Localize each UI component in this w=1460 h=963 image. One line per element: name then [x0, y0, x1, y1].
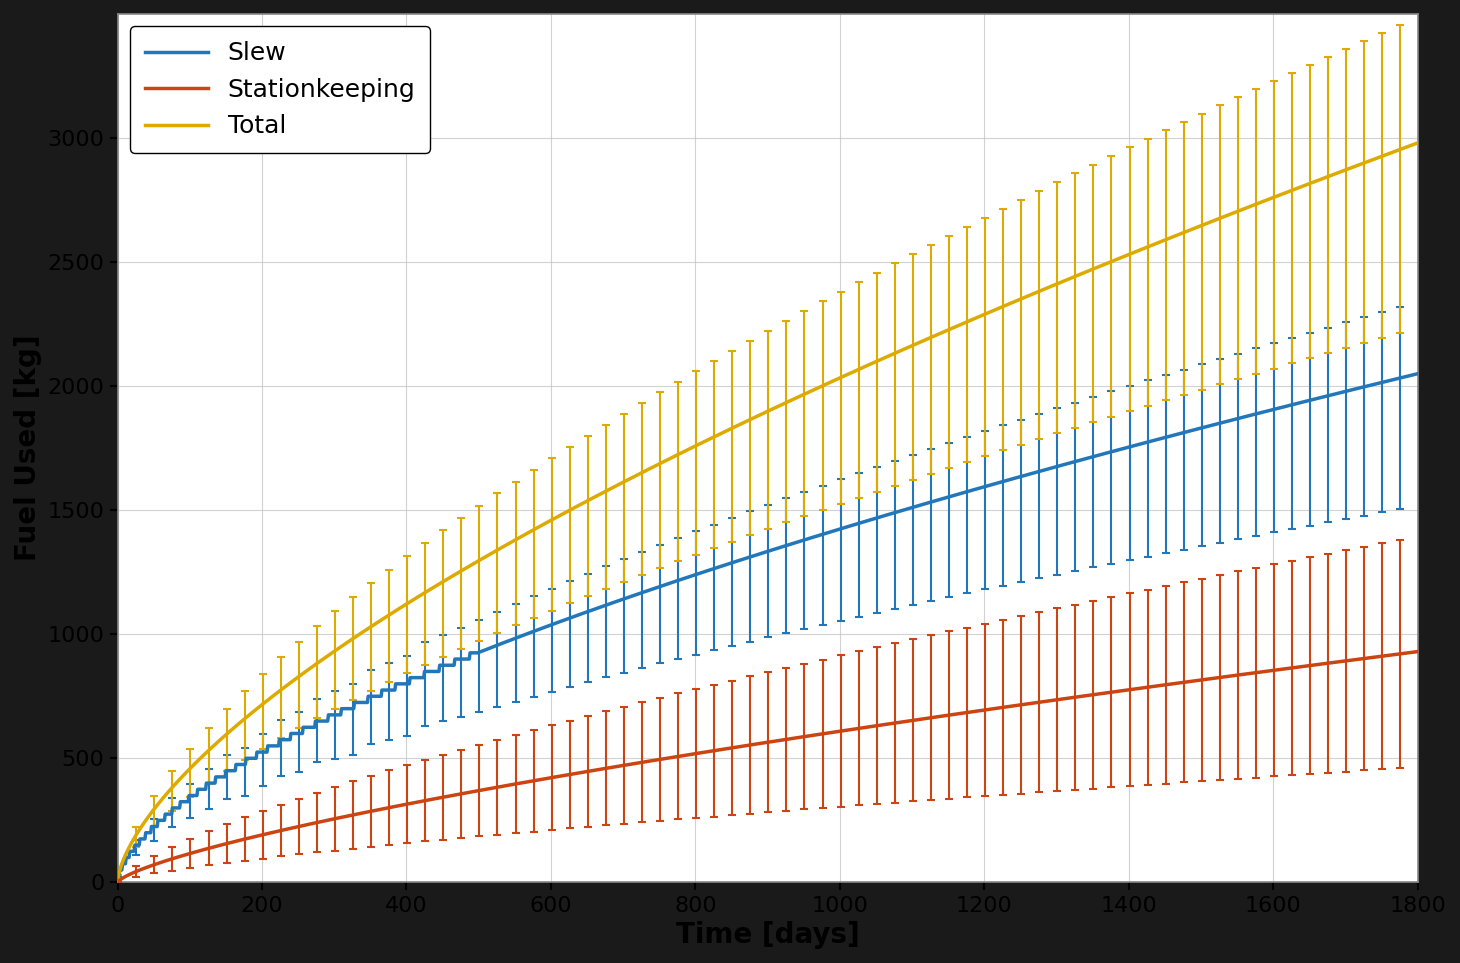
Total [110, 871, 127, 882]
Total [1409, 137, 1426, 148]
Stationkeeping [387, 800, 404, 812]
Stationkeeping [184, 847, 201, 859]
Total [387, 605, 404, 616]
Slew [596, 600, 613, 612]
Total [639, 463, 657, 475]
Line: Stationkeeping: Stationkeeping [118, 652, 1418, 881]
Slew [110, 871, 127, 882]
Slew [387, 678, 404, 690]
Slew [639, 585, 657, 596]
Total [596, 486, 613, 498]
Stationkeeping [997, 701, 1015, 713]
Slew [184, 790, 201, 801]
Stationkeeping [596, 763, 613, 774]
Stationkeeping [639, 756, 657, 768]
Total [184, 760, 201, 771]
Line: Total: Total [118, 143, 1418, 876]
Line: Slew: Slew [118, 374, 1418, 876]
Stationkeeping [1409, 646, 1426, 658]
Total [647, 460, 664, 472]
Slew [647, 583, 664, 594]
Slew [1409, 368, 1426, 379]
Slew [997, 475, 1015, 486]
Stationkeeping [647, 754, 664, 766]
Total [997, 299, 1015, 311]
Y-axis label: Fuel Used [kg]: Fuel Used [kg] [15, 335, 42, 561]
Legend: Slew, Stationkeeping, Total: Slew, Stationkeeping, Total [130, 26, 431, 153]
X-axis label: Time [days]: Time [days] [676, 922, 860, 950]
Stationkeeping [110, 875, 127, 887]
